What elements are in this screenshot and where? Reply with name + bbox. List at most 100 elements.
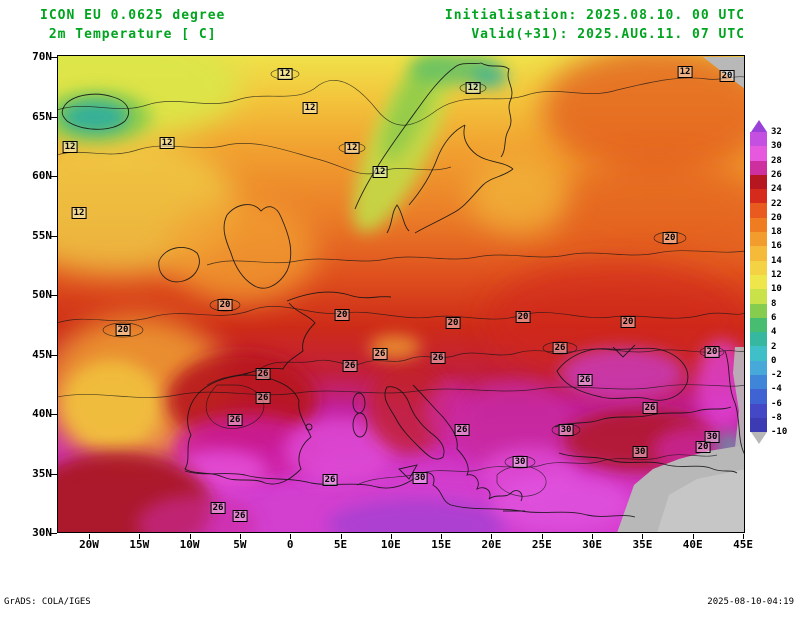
temperature-map-svg <box>57 55 745 533</box>
lon-tick-label: 5E <box>333 538 348 551</box>
lon-tick-label: 10E <box>380 538 401 551</box>
lon-tick-label: 15E <box>431 538 452 551</box>
temperature-field <box>58 56 744 532</box>
colorbar-segment <box>750 389 767 404</box>
lon-tickmark <box>290 534 292 539</box>
lon-tick-label: 20E <box>481 538 502 551</box>
lon-tickmark <box>189 534 191 539</box>
init-time: Initialisation: 2025.08.10. 00 UTC <box>444 8 745 23</box>
colorbar-segment <box>750 303 767 318</box>
colorbar-segment <box>750 346 767 361</box>
lon-tick-label: 25E <box>531 538 552 551</box>
lat-tickmark <box>51 116 57 118</box>
colorbar-triangle-bottom <box>750 432 767 445</box>
colorbar-segment <box>750 189 767 204</box>
colorbar-label: 14 <box>771 255 782 266</box>
grads-credit: GrADS: COLA/IGES <box>4 597 91 607</box>
colorbar <box>750 120 767 445</box>
lat-tickmark <box>51 473 57 475</box>
colorbar-label: -4 <box>771 384 782 395</box>
lon-tickmark <box>743 534 745 539</box>
lat-tick-label: 50N <box>32 288 52 301</box>
lat-tickmark <box>51 533 57 534</box>
colorbar-segment <box>750 332 767 347</box>
colorbar-label: 6 <box>771 312 777 323</box>
lon-tick-label: 0 <box>286 538 294 551</box>
colorbar-label: 12 <box>771 270 782 280</box>
lat-tick-label: 55N <box>32 228 52 242</box>
colorbar-segment <box>750 132 767 147</box>
colorbar-label: 10 <box>771 284 782 295</box>
colorbar-segment <box>750 174 767 190</box>
colorbar-segment <box>750 260 767 275</box>
colorbar-label: 22 <box>771 198 782 209</box>
lat-tick-label: 45N <box>32 347 52 361</box>
lon-tickmark <box>642 534 644 539</box>
lon-tick-label: 20W <box>79 538 99 551</box>
lat-tickmark <box>51 295 57 296</box>
lon-tickmark <box>441 534 443 539</box>
missing-data-gray-areas <box>617 57 744 532</box>
lon-tick-label: 10W <box>179 538 200 551</box>
lon-tickmark <box>239 534 241 539</box>
lon-tickmark <box>592 534 594 539</box>
lat-tick-label: 60N <box>32 169 52 182</box>
contour-lines <box>58 68 744 497</box>
colorbar-segment <box>750 360 767 376</box>
colorbar-label: 28 <box>771 155 782 166</box>
model-title: ICON EU 0.0625 degree <box>40 8 226 23</box>
colorbar-label: 20 <box>771 212 782 223</box>
colorbar-label: -8 <box>771 413 782 423</box>
colorbar-segment <box>750 146 767 161</box>
variable-title: 2m Temperature [ C] <box>40 27 217 42</box>
colorbar-label: 18 <box>771 227 782 238</box>
colorbar-label: 8 <box>771 298 777 309</box>
colorbar-segment <box>750 403 767 418</box>
colorbar-label: -10 <box>771 427 788 438</box>
lat-tickmark <box>51 57 57 58</box>
lon-tick-label: 45E <box>733 538 753 551</box>
lat-tickmark <box>51 354 57 356</box>
lon-tickmark <box>89 534 90 539</box>
colorbar-label: 26 <box>771 169 782 180</box>
lon-tick-label: 35E <box>632 538 653 551</box>
lon-tick-label: 15W <box>129 538 150 551</box>
colorbar-segment <box>750 417 767 433</box>
colorbar-label: 24 <box>771 184 782 195</box>
colorbar-segment <box>750 289 767 304</box>
lat-tick-label: 70N <box>32 50 52 63</box>
map-plot-area: 12 12 12 12 12 12 12 12 12 20 20 20 20 20 20 20 20 20 20 26… <box>57 55 745 533</box>
lon-tickmark <box>491 534 493 539</box>
lon-tick-label: 5W <box>233 538 247 551</box>
colorbar-segment <box>750 274 767 290</box>
lat-tick-label: 35N <box>32 466 52 480</box>
lat-tick-label: 40N <box>32 407 52 420</box>
coastlines <box>61 62 744 518</box>
colorbar-triangle-top <box>750 120 767 132</box>
colorbar-label: 16 <box>771 241 782 252</box>
map-border <box>57 55 745 533</box>
colorbar-label: -2 <box>771 370 782 381</box>
colorbar-segment <box>750 246 767 261</box>
lat-tickmark <box>51 176 57 177</box>
colorbar-segment <box>750 317 767 333</box>
colorbar-label: 0 <box>771 355 777 366</box>
colorbar-label: 4 <box>771 327 777 338</box>
colorbar-label: 2 <box>771 341 777 352</box>
lon-tickmark <box>390 534 392 539</box>
lon-tickmark <box>692 534 694 539</box>
colorbar-segment <box>750 203 767 218</box>
colorbar-label: -6 <box>771 398 782 409</box>
colorbar-label: 30 <box>771 141 782 152</box>
colorbar-segment <box>750 375 767 390</box>
lat-tick-label: 65N <box>32 109 52 123</box>
lon-tickmark <box>340 534 342 539</box>
lat-tickmark <box>51 414 57 415</box>
valid-time: Valid(+31): 2025.AUG.11. 07 UTC <box>471 27 745 42</box>
lon-tick-label: 40E <box>682 538 703 551</box>
colorbar-segment <box>750 232 767 247</box>
colorbar-segment <box>750 217 767 233</box>
colorbar-segment <box>750 160 767 175</box>
lat-tick-label: 30N <box>32 526 52 539</box>
